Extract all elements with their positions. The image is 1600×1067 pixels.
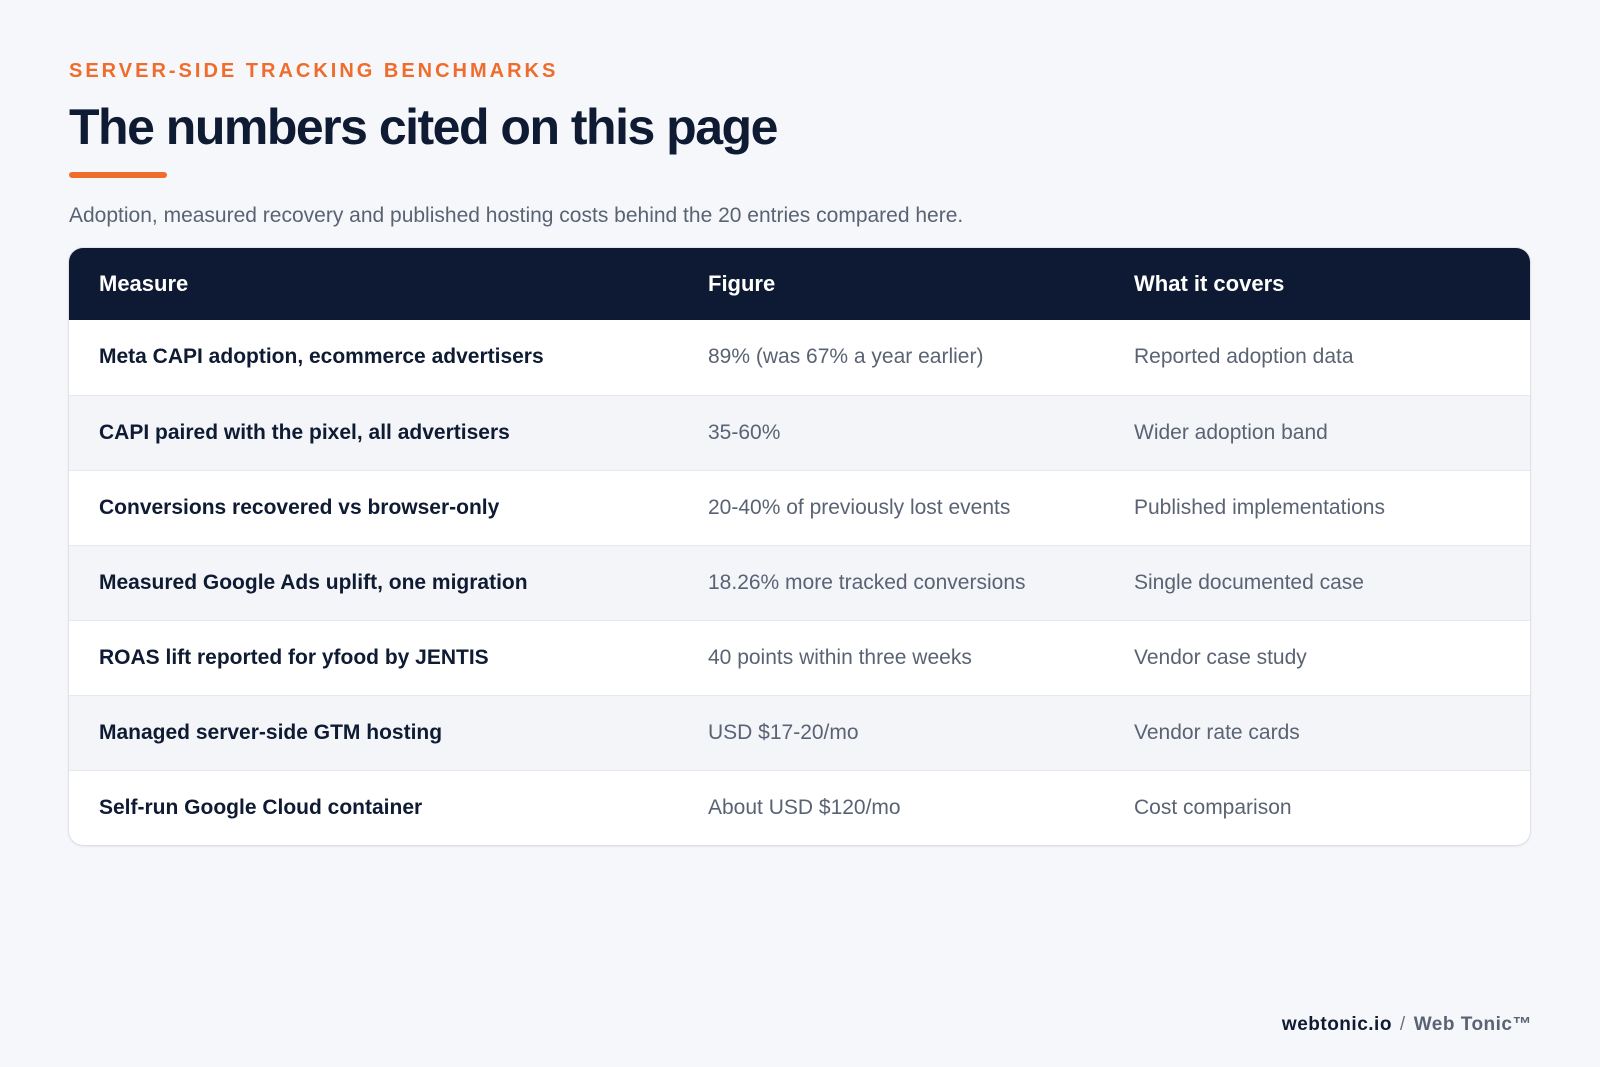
table-row: CAPI paired with the pixel, all advertis… <box>69 395 1530 470</box>
cell-measure: Meta CAPI adoption, ecommerce advertiser… <box>99 345 544 369</box>
cell-figure: 18.26% more tracked conversions <box>708 570 1026 594</box>
eyebrow-label: SERVER-SIDE TRACKING BENCHMARKS <box>69 60 559 82</box>
title-underline <box>69 172 167 178</box>
column-header-measure: Measure <box>99 271 189 296</box>
table-row: Conversions recovered vs browser-only 20… <box>69 470 1530 545</box>
cell-measure: CAPI paired with the pixel, all advertis… <box>99 420 510 444</box>
benchmarks-table-card: Measure Figure What it covers Meta CAPI … <box>69 248 1530 845</box>
page-subtitle: Adoption, measured recovery and publishe… <box>69 204 964 227</box>
cell-covers: Reported adoption data <box>1134 345 1354 369</box>
page-header: SERVER-SIDE TRACKING BENCHMARKS The numb… <box>69 58 1531 230</box>
cell-covers: Vendor case study <box>1134 645 1307 669</box>
page-title: The numbers cited on this page <box>69 99 778 155</box>
cell-covers: Wider adoption band <box>1134 420 1328 444</box>
cell-covers: Cost comparison <box>1134 795 1292 819</box>
table-row: Measured Google Ads uplift, one migratio… <box>69 545 1530 620</box>
cell-measure: Measured Google Ads uplift, one migratio… <box>99 570 528 594</box>
footer-site: webtonic.io <box>1281 1014 1392 1035</box>
cell-figure: About USD $120/mo <box>708 795 901 819</box>
cell-covers: Published implementations <box>1134 495 1385 519</box>
cell-figure: 40 points within three weeks <box>708 645 972 669</box>
table-row: Self-run Google Cloud container About US… <box>69 770 1530 845</box>
cell-figure: 35-60% <box>708 420 781 444</box>
footer-separator: / <box>1399 1014 1406 1035</box>
table-row: Meta CAPI adoption, ecommerce advertiser… <box>69 320 1530 395</box>
table-header-row: Measure Figure What it covers <box>69 248 1530 320</box>
cell-figure: 89% (was 67% a year earlier) <box>708 345 984 369</box>
cell-measure: Conversions recovered vs browser-only <box>99 495 500 519</box>
cell-measure: ROAS lift reported for yfood by JENTIS <box>99 645 489 669</box>
cell-measure: Self-run Google Cloud container <box>99 795 423 819</box>
column-header-covers: What it covers <box>1134 271 1285 296</box>
cell-measure: Managed server-side GTM hosting <box>99 720 443 744</box>
benchmarks-table: Measure Figure What it covers Meta CAPI … <box>69 248 1530 845</box>
column-header-figure: Figure <box>708 271 776 296</box>
cell-figure: USD $17-20/mo <box>708 720 859 744</box>
cell-figure: 20-40% of previously lost events <box>708 495 1011 519</box>
cell-covers: Vendor rate cards <box>1134 720 1300 744</box>
cell-covers: Single documented case <box>1134 570 1364 594</box>
footer-credit: webtonic.io / Web Tonic™ <box>1282 1013 1532 1037</box>
footer-brand: Web Tonic™ <box>1413 1014 1532 1035</box>
table-row: Managed server-side GTM hosting USD $17-… <box>69 695 1530 770</box>
table-row: ROAS lift reported for yfood by JENTIS 4… <box>69 620 1530 695</box>
